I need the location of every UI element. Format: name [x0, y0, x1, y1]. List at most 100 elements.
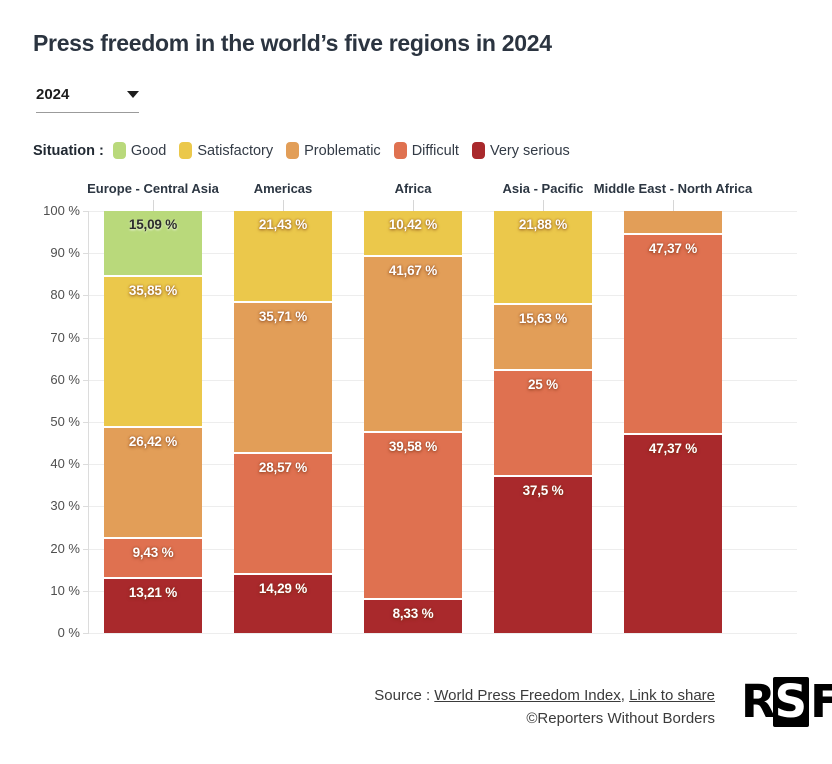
- y-axis-label: 100 %: [43, 203, 80, 218]
- stacked-bar: 10,42 % 41,67 % 39,58 % 8,33 %: [364, 211, 462, 633]
- y-axis-tick: [83, 337, 89, 339]
- y-axis-label: 70 %: [50, 329, 80, 345]
- gridline: [89, 633, 797, 634]
- legend-label: Problematic: [304, 142, 381, 159]
- legend-label: Satisfactory: [197, 142, 274, 159]
- bar-segment[interactable]: 39,58 %: [364, 430, 462, 598]
- category-tick: [153, 200, 154, 211]
- bar-segment[interactable]: 28,57 %: [234, 452, 332, 573]
- bar-value-label: 15,09 %: [128, 217, 178, 232]
- legend-swatch: [286, 142, 300, 159]
- y-axis-tick: [83, 379, 89, 381]
- bar-segment[interactable]: 41,67 %: [364, 254, 462, 431]
- legend-item-very-serious[interactable]: Very serious: [471, 142, 570, 159]
- rsf-logo-letter-r: R: [741, 675, 776, 728]
- category-label: Africa: [394, 181, 432, 196]
- bar-segment[interactable]: 25 %: [494, 369, 592, 475]
- y-axis-tick: [83, 295, 89, 297]
- bar-segment[interactable]: 35,85 %: [104, 274, 202, 426]
- category-tick: [413, 200, 414, 211]
- legend-item-satisfactory[interactable]: Satisfactory: [179, 142, 273, 159]
- legend-items: Good Satisfactory Problematic Difficult Very…: [112, 142, 583, 159]
- source-link[interactable]: World Press Freedom Index: [434, 687, 621, 704]
- bar-segment[interactable]: 15,09 %: [104, 211, 202, 275]
- y-axis-tick: [83, 590, 89, 592]
- legend-label: Very serious: [489, 142, 570, 159]
- bar-segment[interactable]: 14,29 %: [234, 572, 332, 633]
- legend-label: Good: [130, 142, 167, 159]
- category-label: Middle East - North Africa: [593, 181, 753, 196]
- y-axis-label: 60 %: [50, 371, 80, 387]
- legend-item-problematic[interactable]: Problematic: [286, 142, 381, 159]
- bar-value-label: 37,5 %: [522, 482, 564, 498]
- bar-segment[interactable]: 9,43 %: [104, 537, 202, 578]
- rsf-logo-letter-f: F: [810, 675, 832, 728]
- bar-value-label: 21,43 %: [258, 217, 308, 232]
- bar-value-label: 14,29 %: [258, 580, 308, 596]
- year-dropdown-value: 2024: [36, 86, 70, 103]
- bar-value-label: 10,42 %: [388, 217, 438, 232]
- bar-segment[interactable]: 37,5 %: [494, 474, 592, 634]
- legend-swatch: [179, 142, 193, 159]
- source-prefix: Source :: [374, 687, 435, 704]
- bar-value-label: 21,88 %: [518, 217, 568, 232]
- y-axis-label: 90 %: [50, 245, 80, 261]
- stacked-bar: 47,37 % 47,37 %: [624, 211, 722, 633]
- bar-segment[interactable]: 10,42 %: [364, 211, 462, 255]
- bar-segment[interactable]: 21,43 %: [234, 211, 332, 302]
- bar-value-label: 41,67 %: [388, 262, 438, 278]
- bar-value-label: 35,71 %: [258, 309, 308, 325]
- legend-swatch: [112, 142, 126, 159]
- y-axis-label: 80 %: [50, 287, 80, 303]
- legend: Situation : Good Satisfactory Problematic D…: [33, 142, 583, 159]
- bar-segment[interactable]: 8,33 %: [364, 597, 462, 633]
- bar-value-label: 26,42 %: [128, 433, 178, 449]
- bar-segment[interactable]: [624, 211, 722, 234]
- bar-value-label: 47,37 %: [648, 441, 698, 457]
- bar-value-label: 9,43 %: [132, 545, 174, 561]
- legend-swatch: [393, 142, 407, 159]
- bar-segment[interactable]: 35,71 %: [234, 301, 332, 453]
- legend-title: Situation :: [33, 142, 104, 159]
- legend-item-difficult[interactable]: Difficult: [393, 142, 459, 159]
- bar-value-label: 8,33 %: [392, 605, 434, 621]
- bar-segment[interactable]: 47,37 %: [624, 433, 722, 633]
- share-link[interactable]: Link to share: [629, 687, 715, 704]
- y-axis-tick: [83, 633, 89, 634]
- bar-value-label: 47,37 %: [648, 241, 698, 257]
- stacked-bar: 15,09 % 35,85 % 26,42 % 9,43 % 13,21 %: [104, 211, 202, 633]
- source-separator: ,: [620, 687, 630, 704]
- bar-value-label: 39,58 %: [388, 438, 438, 454]
- source-block: Source : World Press Freedom Index, Link…: [374, 685, 715, 730]
- bar-segment[interactable]: 21,88 %: [494, 211, 592, 304]
- bar-segment[interactable]: 13,21 %: [104, 577, 202, 633]
- bar-value-label: 25 %: [528, 377, 558, 393]
- year-dropdown[interactable]: 2024: [36, 86, 139, 113]
- page-title: Press freedom in the world’s five region…: [33, 30, 552, 56]
- bar-segment[interactable]: 47,37 %: [624, 233, 722, 434]
- category-label: Asia - Pacific: [502, 181, 584, 196]
- stacked-bar: 21,88 % 15,63 % 25 % 37,5 %: [494, 211, 592, 634]
- category-tick: [673, 200, 674, 211]
- y-axis-label: 0 %: [57, 625, 80, 640]
- stacked-bar: 21,43 % 35,71 % 28,57 % 14,29 %: [234, 211, 332, 633]
- bar-value-label: 35,85 %: [128, 282, 178, 298]
- y-axis-label: 50 %: [50, 414, 80, 429]
- bar-segment[interactable]: 26,42 %: [104, 425, 202, 538]
- category-tick: [283, 200, 284, 211]
- y-axis-tick: [83, 464, 89, 466]
- y-axis-label: 20 %: [50, 540, 80, 556]
- bar-segment[interactable]: 15,63 %: [494, 303, 592, 370]
- legend-item-good[interactable]: Good: [112, 142, 167, 159]
- rsf-logo-letter-s: S: [772, 675, 810, 728]
- y-axis-label: 10 %: [50, 582, 80, 598]
- bar-value-label: 13,21 %: [128, 585, 178, 601]
- category-tick: [543, 200, 544, 211]
- y-axis-tick: [83, 211, 89, 212]
- bar-value-label: 28,57 %: [258, 460, 308, 476]
- legend-swatch: [471, 142, 485, 159]
- y-axis-tick: [83, 253, 89, 255]
